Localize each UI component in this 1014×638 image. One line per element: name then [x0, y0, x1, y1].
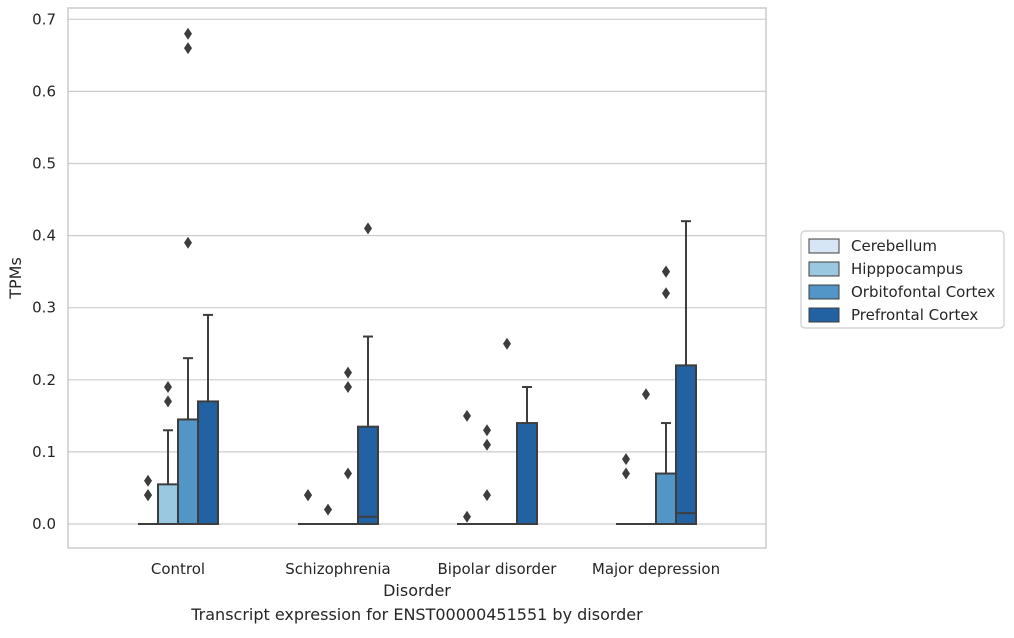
legend-box [800, 230, 1005, 329]
legend-label: Orbitofontal Cortex [851, 283, 995, 301]
outlier-point [184, 42, 192, 55]
y-tick-label: 0.5 [32, 155, 56, 173]
outlier-point [662, 287, 670, 300]
outlier-point [483, 438, 491, 451]
y-tick-label: 0.4 [32, 227, 56, 245]
box [177, 418, 199, 525]
outlier-point [324, 503, 332, 516]
outlier-point [463, 510, 471, 523]
legend-label: Prefrontal Cortex [851, 306, 978, 324]
plot-frame [67, 7, 767, 549]
outlier-point [144, 489, 152, 502]
y-tick-label: 0.6 [32, 82, 56, 100]
x-tick-label: Bipolar disorder [438, 560, 558, 578]
outlier-point [164, 395, 172, 408]
outlier-point [622, 453, 630, 466]
box [655, 472, 677, 525]
plot-area [68, 8, 766, 548]
legend-label: Cerebellum [851, 237, 937, 255]
outlier-point [184, 27, 192, 40]
y-tick-label: 0.0 [32, 515, 56, 533]
box [675, 364, 697, 525]
box [516, 422, 538, 525]
x-tick-label: Schizophrenia [285, 560, 390, 578]
outlier-point [463, 409, 471, 422]
x-tick-label: Major depression [592, 560, 720, 578]
x-axis-label: Disorder [383, 581, 451, 600]
x-tick-label: Control [151, 560, 205, 578]
outlier-point [304, 489, 312, 502]
legend-label: Hipppocampus [851, 260, 963, 278]
outlier-point [483, 424, 491, 437]
outlier-point [164, 381, 172, 394]
outlier-point [503, 337, 511, 350]
figure-caption: Transcript expression for ENST0000045155… [191, 605, 643, 624]
outlier-point [344, 467, 352, 480]
box [197, 400, 219, 525]
outlier-point [642, 388, 650, 401]
outlier-point [483, 489, 491, 502]
box [357, 425, 379, 526]
y-tick-label: 0.3 [32, 299, 56, 317]
y-tick-label: 0.2 [32, 371, 56, 389]
y-tick-label: 0.1 [32, 443, 56, 461]
box [157, 483, 179, 525]
outlier-point [364, 222, 372, 235]
y-axis-label: TPMs [6, 257, 25, 300]
legend-swatch [808, 307, 840, 323]
outlier-point [344, 366, 352, 379]
outlier-point [662, 265, 670, 278]
outlier-point [622, 467, 630, 480]
outlier-point [344, 381, 352, 394]
legend-swatch [808, 284, 840, 300]
outlier-point [184, 236, 192, 249]
legend-swatch [808, 238, 840, 254]
outlier-point [144, 474, 152, 487]
legend-swatch [808, 261, 840, 277]
y-tick-label: 0.7 [32, 10, 56, 28]
